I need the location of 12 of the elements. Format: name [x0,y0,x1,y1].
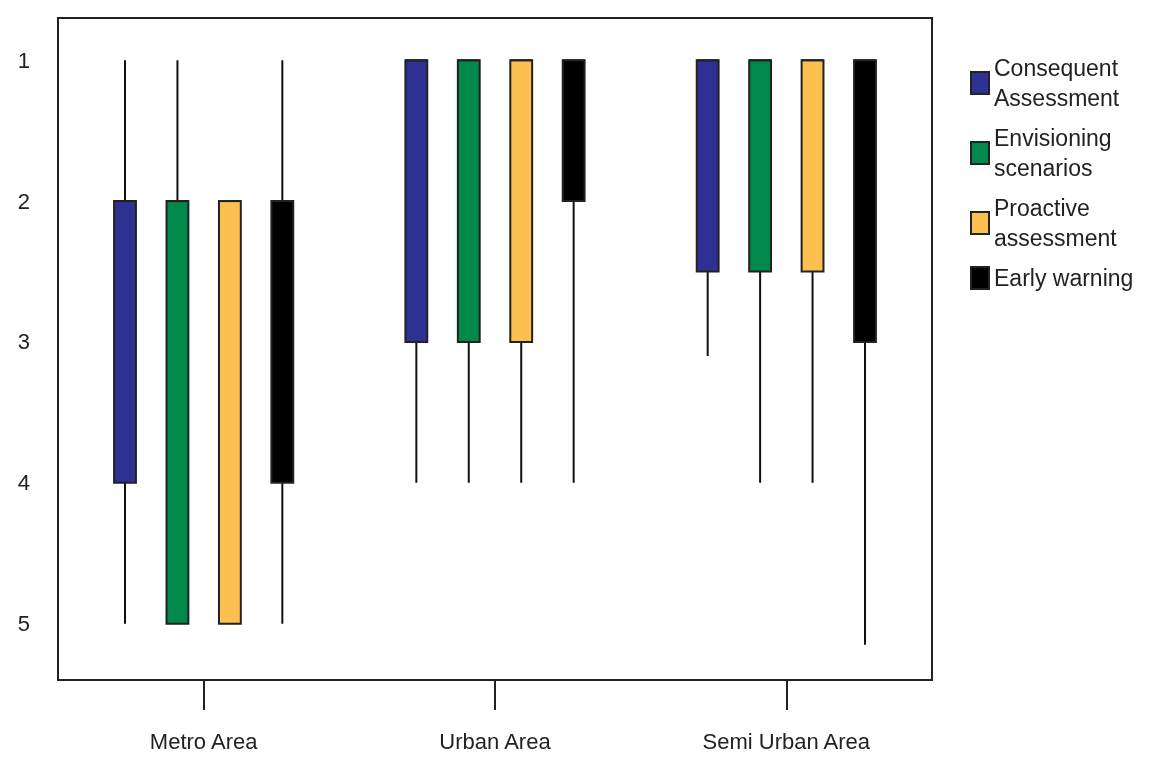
legend-label: Consequent Assessment [994,55,1125,111]
legend-label: Proactive assessment [994,195,1118,251]
y-tick-label: 4 [17,470,30,496]
y-tick-label: 1 [17,47,30,73]
legend-label: Early warning [994,265,1134,291]
x-tick-label: Urban Area [439,728,552,754]
x-tick-label: Semi Urban Area [702,728,871,754]
y-tick-label: 2 [17,188,30,214]
legend-label: Envisioning scenarios [994,125,1119,181]
x-tick-label: Metro Area [149,728,259,754]
y-tick-label: 5 [17,611,30,637]
y-tick-label: 3 [17,329,30,355]
